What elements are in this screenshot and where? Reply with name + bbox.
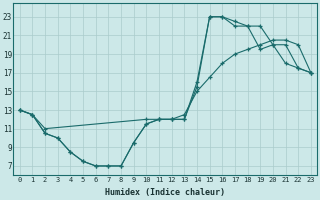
X-axis label: Humidex (Indice chaleur): Humidex (Indice chaleur) <box>105 188 225 197</box>
